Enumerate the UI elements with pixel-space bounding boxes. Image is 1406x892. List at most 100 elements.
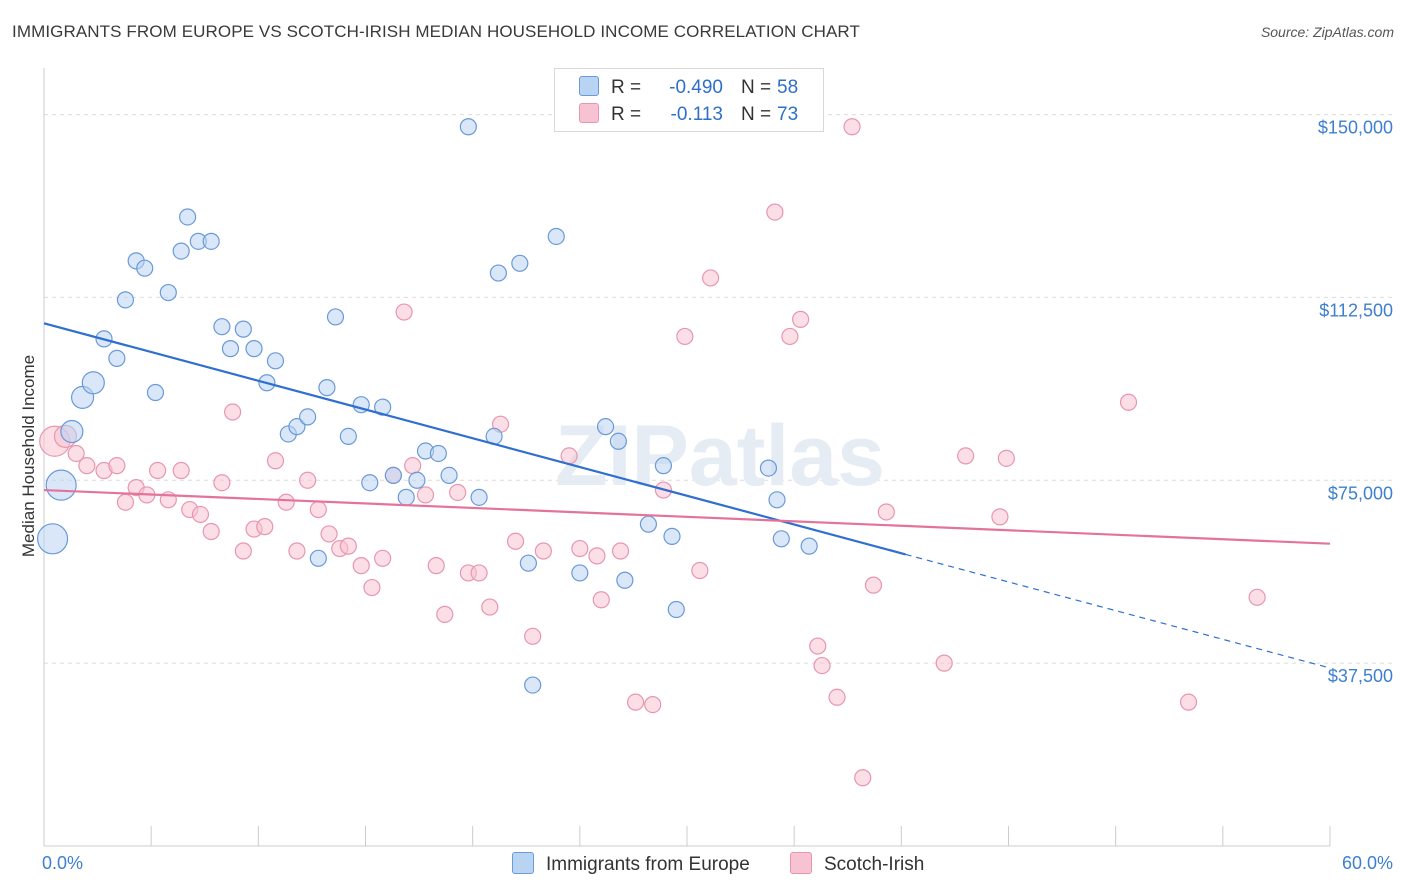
immigrants-europe-point: [136, 259, 154, 277]
scotch-irish-point: [854, 769, 872, 787]
gridlines: [44, 114, 1394, 664]
scotch-irish-point: [935, 654, 953, 672]
immigrants-europe-point: [36, 523, 69, 555]
immigrants-europe-point: [772, 530, 790, 548]
y-tick-label: $75,000: [1328, 483, 1393, 503]
immigrants-europe-point: [221, 340, 240, 358]
immigrants-europe-point: [288, 418, 306, 436]
immigrants-europe-point: [489, 264, 507, 282]
scotch-irish-point: [781, 327, 799, 346]
scotch-irish-point: [997, 449, 1015, 467]
scotch-irish-point: [299, 471, 317, 489]
scotch-irish-point: [701, 269, 720, 287]
scotch-irish-point: [691, 561, 709, 580]
immigrants-europe-point: [571, 564, 589, 582]
scotch-irish-point: [481, 598, 499, 616]
bottom-legend-swatch-scotch-irish: [790, 852, 812, 874]
scotch-irish-point: [809, 637, 827, 655]
immigrants-europe-point: [429, 444, 447, 463]
scotch-irish-point: [436, 605, 454, 623]
scotch-irish-point: [534, 542, 552, 560]
immigrants-europe-point: [245, 340, 263, 358]
scotch-irish-point: [676, 327, 694, 346]
immigrants-europe-point: [159, 283, 177, 302]
scotch-irish-point: [277, 493, 295, 511]
immigrants-europe-point: [299, 408, 317, 426]
tick-labels: $37,500 $75,000 $112,500 $150,000 0.0% 60.0%: [42, 118, 1393, 873]
scotch-irish-point: [374, 549, 392, 567]
immigrants-europe-point: [202, 232, 220, 250]
immigrants-europe-point: [408, 471, 426, 489]
immigrants-europe-point: [309, 549, 327, 567]
x-tick-label-min: 0.0%: [42, 853, 83, 873]
bottom-legend-label-europe: Immigrants from Europe: [546, 854, 750, 875]
scotch-irish-point: [626, 693, 645, 711]
scotch-irish-point: [395, 303, 413, 321]
source-label: Source: ZipAtlas.com: [1260, 24, 1394, 40]
immigrants-europe-point: [759, 459, 778, 477]
immigrants-europe-point: [768, 491, 786, 509]
legend-swatch-europe: [579, 76, 599, 96]
immigrants-europe-point: [459, 118, 477, 136]
scotch-irish-point: [991, 508, 1009, 526]
bottom-legend-swatch-europe: [512, 852, 534, 874]
scotch-irish-point: [470, 564, 488, 582]
scotch-irish-point: [191, 505, 210, 524]
immigrants-europe-point: [45, 469, 77, 501]
immigrants-europe-point: [172, 242, 190, 260]
scotch-irish-point: [766, 203, 784, 221]
bottom-legend-europe: Immigrants from Europe: [512, 852, 750, 876]
immigrants-europe-point: [234, 320, 252, 338]
scotch-irish-point: [877, 503, 895, 521]
legend-r-value: -0.113: [670, 104, 723, 125]
immigrants-europe-point: [639, 515, 658, 533]
scotch-irish-point: [813, 656, 831, 675]
immigrants-europe-point: [361, 474, 379, 492]
trend-line-scotch-irish: [43, 488, 1331, 545]
immigrants-europe-point: [318, 379, 336, 397]
immigrants-europe-point: [440, 466, 458, 485]
immigrants-europe-point: [60, 419, 84, 444]
scotch-irish-point: [309, 500, 327, 519]
bottom-legend-label-scotch-irish: Scotch-Irish: [824, 854, 925, 875]
scotch-irish-point: [339, 537, 357, 555]
axes: [43, 68, 1331, 847]
immigrants-europe-point: [609, 432, 628, 450]
scotch-irish-point: [957, 447, 975, 465]
scotch-irish-point: [506, 532, 525, 550]
immigrants-europe-point: [108, 349, 126, 367]
immigrants-europe-point: [384, 466, 402, 485]
scotch-irish-points: [39, 118, 1266, 787]
scotch-irish-point: [224, 403, 242, 421]
scotch-irish-point: [352, 557, 370, 575]
scotch-irish-point: [416, 486, 435, 504]
scotch-irish-point: [828, 688, 846, 706]
immigrants-europe-point: [81, 371, 105, 395]
scotch-irish-point: [363, 578, 381, 597]
immigrants-europe-point: [511, 254, 529, 272]
immigrants-europe-point: [524, 676, 542, 694]
immigrants-europe-points: [36, 118, 818, 694]
correlation-legend: R = -0.490 N = 58 R = -0.113 N = 73: [554, 68, 824, 132]
legend-r-value: -0.490: [669, 77, 723, 98]
scotch-irish-point: [1248, 588, 1266, 606]
scotch-irish-point: [524, 627, 542, 645]
immigrants-europe-point: [146, 383, 165, 402]
scotch-irish-point: [202, 522, 220, 541]
y-tick-label: $37,500: [1328, 666, 1393, 686]
legend-r-label: R =: [611, 77, 642, 98]
y-tick-label: $112,500: [1319, 300, 1393, 320]
scotch-irish-point: [592, 591, 610, 609]
immigrants-europe-point: [397, 488, 415, 506]
scotch-irish-point: [148, 461, 167, 480]
scotch-irish-point: [427, 557, 445, 575]
immigrants-europe-point: [470, 488, 488, 506]
scotch-irish-point: [266, 452, 285, 470]
immigrants-europe-point: [519, 554, 537, 572]
scotch-irish-point: [320, 525, 338, 543]
immigrants-europe-point: [654, 457, 673, 475]
legend-n-label: N =: [741, 77, 772, 98]
legend-row-europe: R = -0.490 N = 58: [579, 76, 798, 100]
scotch-irish-point: [864, 576, 883, 594]
